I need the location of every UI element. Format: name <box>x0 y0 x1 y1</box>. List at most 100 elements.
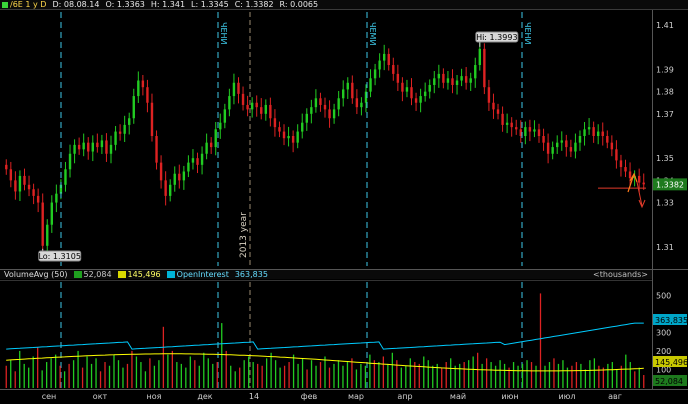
candle-body <box>14 180 17 192</box>
candle-body <box>155 136 158 163</box>
candle-body <box>223 109 227 123</box>
candle-body <box>209 142 213 148</box>
chart-labels: Hi: 1.3993 Lo: 1.3105 <box>38 31 646 262</box>
candle-series <box>5 39 645 253</box>
candle-body <box>291 136 295 143</box>
candle-body <box>342 89 345 99</box>
candle-body <box>337 98 340 110</box>
date: D: 08.08.14 <box>52 0 100 9</box>
volume-avg-swatch <box>73 271 82 278</box>
volume-avg-label: VolumeAvg (50) <box>4 270 68 279</box>
candle-body <box>182 171 186 181</box>
candle-body <box>27 184 31 190</box>
candle-body <box>610 142 614 150</box>
volume-header: VolumeAvg (50) 52,084 145,496 OpenIntere… <box>0 270 652 279</box>
month-tick: апр <box>397 392 412 401</box>
candle-body <box>578 136 582 143</box>
candle-body <box>464 76 468 83</box>
candle-body <box>515 127 518 130</box>
month-tick: май <box>450 392 466 401</box>
symbol[interactable]: /6E 1 у D <box>10 0 47 9</box>
candle-body <box>469 78 472 83</box>
candle-body <box>137 80 140 97</box>
volume-value-label: 145,496 <box>655 358 688 367</box>
candle-body <box>232 82 236 97</box>
candle-body <box>214 129 217 148</box>
candle-body <box>556 142 559 148</box>
candle-body <box>637 175 641 183</box>
candle-body <box>487 87 491 103</box>
info-bar: /6E 1 у D D: 08.08.14 O: 1.3363 H: 1.341… <box>0 0 688 10</box>
candle-body <box>305 113 308 123</box>
low-marker-box <box>38 250 82 262</box>
candle-body <box>246 104 249 110</box>
candle-body <box>187 162 190 172</box>
candle-body <box>592 127 595 136</box>
candle-body <box>628 171 632 179</box>
candle-body <box>364 91 368 103</box>
candle-body <box>41 202 44 246</box>
arrow-icon <box>636 181 643 207</box>
candle-body <box>387 53 390 66</box>
low-value: L: 1.3345 <box>191 0 229 9</box>
candle-body <box>437 73 441 79</box>
last-price: 1.3382 <box>656 180 684 189</box>
arrow-icon <box>638 199 646 209</box>
month-tick: мар <box>348 392 364 401</box>
candle-body <box>237 82 240 94</box>
candle-body <box>50 202 54 225</box>
candle-body <box>560 140 563 143</box>
candle-body <box>36 195 40 203</box>
price-scale <box>652 10 688 389</box>
axes: 1.411.391.381.371.351.341.331.311.338250… <box>42 21 688 401</box>
candle-body <box>150 102 154 136</box>
candle-body <box>23 175 26 185</box>
candle-body <box>250 102 254 110</box>
candle-body <box>565 140 568 148</box>
candle-body <box>596 131 600 136</box>
price-tick: 1.38 <box>656 88 674 97</box>
candle-body <box>524 127 527 136</box>
cycle-label: ЧЕНИ <box>219 22 228 45</box>
candle-body <box>178 173 181 181</box>
candle-body <box>442 73 445 83</box>
candle-body <box>455 80 459 85</box>
month-tick: окт <box>93 392 108 401</box>
low-marker: Lo: 1.3105 <box>38 252 80 261</box>
candle-body <box>478 48 482 66</box>
volume-avg-line <box>6 353 644 372</box>
candle-body <box>323 104 327 110</box>
candle-body <box>414 98 418 103</box>
candle-body <box>382 53 386 61</box>
candle-body <box>269 104 272 119</box>
high-value: H: 1.341 <box>150 0 186 9</box>
candle-body <box>373 69 377 79</box>
candle-body <box>287 136 290 139</box>
high-marker: Hi: 1.3993 <box>476 33 517 42</box>
candle-body <box>319 98 322 105</box>
candle-body <box>18 175 22 192</box>
candle-body <box>59 184 63 194</box>
candle-body <box>278 127 281 132</box>
candle-body <box>114 131 117 145</box>
candle-body <box>428 84 431 92</box>
candle-body <box>168 184 172 196</box>
candle-body <box>82 142 85 150</box>
candle-body <box>5 164 8 170</box>
candle-body <box>642 182 645 185</box>
candle-body <box>624 167 627 172</box>
candle-body <box>419 96 422 103</box>
candle-body <box>546 142 550 154</box>
volume-tick: 500 <box>656 291 671 300</box>
price-tick: 1.33 <box>656 199 674 208</box>
candle-body <box>314 98 318 108</box>
candle-body <box>118 131 122 134</box>
candle-body <box>328 109 331 119</box>
candle-body <box>68 153 72 170</box>
candle-body <box>219 122 222 130</box>
month-tick: июн <box>501 392 518 401</box>
candle-body <box>332 109 336 119</box>
candle-body <box>378 60 381 70</box>
volume-avg-value: 145,496 <box>127 270 161 279</box>
